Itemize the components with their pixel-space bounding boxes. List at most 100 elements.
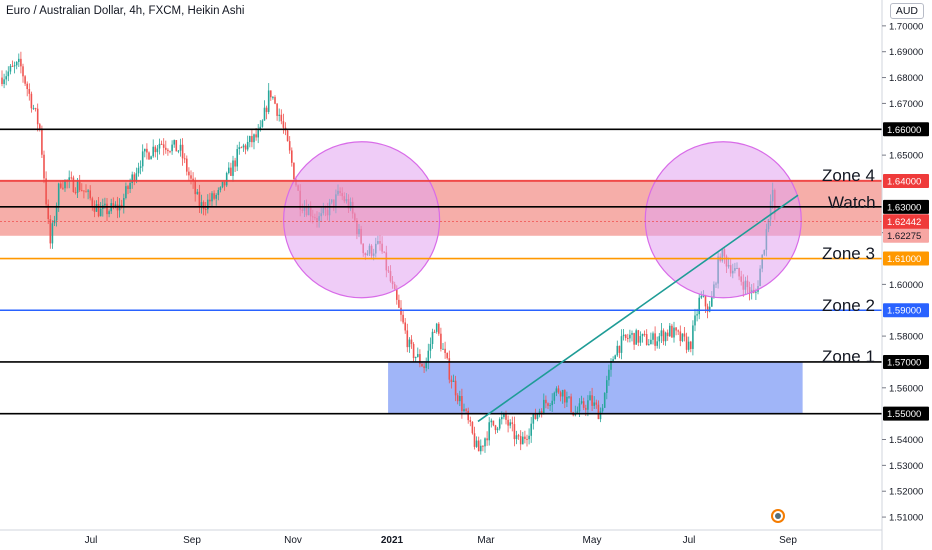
candle-body: [246, 141, 249, 150]
candle-body: [95, 204, 98, 212]
price-level-tag: [883, 354, 929, 369]
candle-body: [442, 348, 444, 350]
candle-body: [637, 330, 640, 343]
candle-body: [545, 399, 547, 404]
candle-body: [564, 390, 566, 403]
candle-body: [217, 190, 220, 195]
candle-body: [22, 66, 24, 77]
candle-body: [704, 295, 707, 307]
ha-close-tag: [883, 228, 929, 243]
candle-body: [244, 145, 247, 150]
currency-button[interactable]: AUD: [889, 3, 924, 19]
candle-body: [280, 114, 283, 122]
candle-body: [83, 190, 85, 192]
x-tick-label: Mar: [477, 535, 495, 546]
candle-body: [627, 337, 629, 339]
y-tick-label: 1.58000: [889, 332, 923, 343]
candle-body: [435, 323, 438, 332]
candle-body: [501, 417, 503, 420]
candle-body: [41, 128, 43, 155]
y-tick-label: 1.52000: [889, 487, 923, 498]
candle-body: [522, 436, 524, 445]
price-level-tag-label: 1.57000: [887, 357, 921, 368]
candle-body: [62, 187, 64, 189]
candle-body: [288, 141, 291, 151]
price-level-tag: [883, 303, 929, 318]
candle-body: [1, 77, 3, 85]
candle-body: [158, 143, 161, 149]
candle-body: [91, 198, 94, 207]
candle-body: [267, 90, 270, 112]
candle-body: [629, 334, 631, 339]
candle-body: [274, 97, 276, 104]
candle-body: [585, 407, 587, 410]
zone-1-label: Zone 1: [822, 347, 875, 366]
candle-body: [706, 306, 709, 312]
price-level-tag-label: 1.59000: [887, 306, 921, 317]
candle-body: [108, 211, 110, 215]
candle-body: [519, 436, 522, 445]
symbol-title: Euro / Australian Dollar, 4h, FXCM, Heik…: [6, 5, 245, 17]
candle-body: [660, 330, 663, 337]
y-tick-label: 1.67000: [889, 99, 923, 110]
candle-body: [141, 151, 144, 167]
candle-body: [24, 76, 26, 84]
candle-body: [76, 181, 79, 193]
y-tick-label: 1.60000: [889, 280, 923, 291]
candle-body: [475, 440, 478, 447]
candle-body: [528, 435, 530, 440]
candle-body: [639, 336, 642, 343]
candle-body: [406, 330, 409, 348]
candle-body: [215, 194, 217, 199]
candle-body: [484, 438, 486, 447]
candle-body: [555, 388, 558, 393]
candle-body: [36, 108, 39, 125]
candle-body: [549, 405, 551, 407]
candle-body: [526, 438, 528, 440]
candle-body: [104, 203, 106, 206]
y-tick-label: 1.56000: [889, 383, 923, 394]
candle-body: [664, 332, 667, 342]
candle-body: [561, 390, 564, 397]
candle-body: [427, 350, 430, 362]
candle-body: [13, 65, 16, 67]
candle-body: [219, 187, 222, 191]
highlight-circle-0: [283, 141, 441, 299]
candle-body: [53, 220, 56, 224]
candle-body: [45, 178, 47, 205]
candle-body: [700, 295, 703, 298]
candle-body: [87, 190, 89, 192]
candle-body: [473, 433, 476, 447]
candle-body: [681, 333, 684, 342]
candle-body: [645, 334, 648, 345]
candle-body: [608, 369, 610, 381]
zone-3-label: Zone 3: [822, 244, 875, 263]
price-axis-panel: [882, 0, 932, 550]
candle-body: [167, 149, 169, 152]
candle-body: [431, 331, 434, 344]
price-level-tag-label: 1.64000: [887, 176, 921, 187]
candle-body: [3, 79, 5, 85]
candle-body: [454, 380, 457, 396]
candle-body: [177, 150, 180, 152]
candle-body: [236, 149, 238, 167]
y-tick-label: 1.65000: [889, 151, 923, 162]
candle-body: [503, 413, 505, 418]
candle-body: [175, 140, 178, 152]
x-tick-label: Jul: [85, 535, 98, 546]
y-tick-label: 1.68000: [889, 73, 923, 84]
candle-body: [60, 183, 62, 188]
candle-body: [64, 180, 66, 189]
candle-body: [251, 136, 253, 143]
candle-body: [171, 144, 173, 152]
candle-body: [11, 65, 14, 67]
candle-body: [692, 325, 694, 349]
candle-body: [156, 148, 159, 153]
candle-body: [467, 410, 469, 421]
candle-body: [18, 58, 20, 62]
trend-line: [477, 194, 799, 423]
candle-body: [450, 379, 453, 382]
candle-body: [81, 190, 83, 192]
candle-body: [412, 344, 415, 359]
